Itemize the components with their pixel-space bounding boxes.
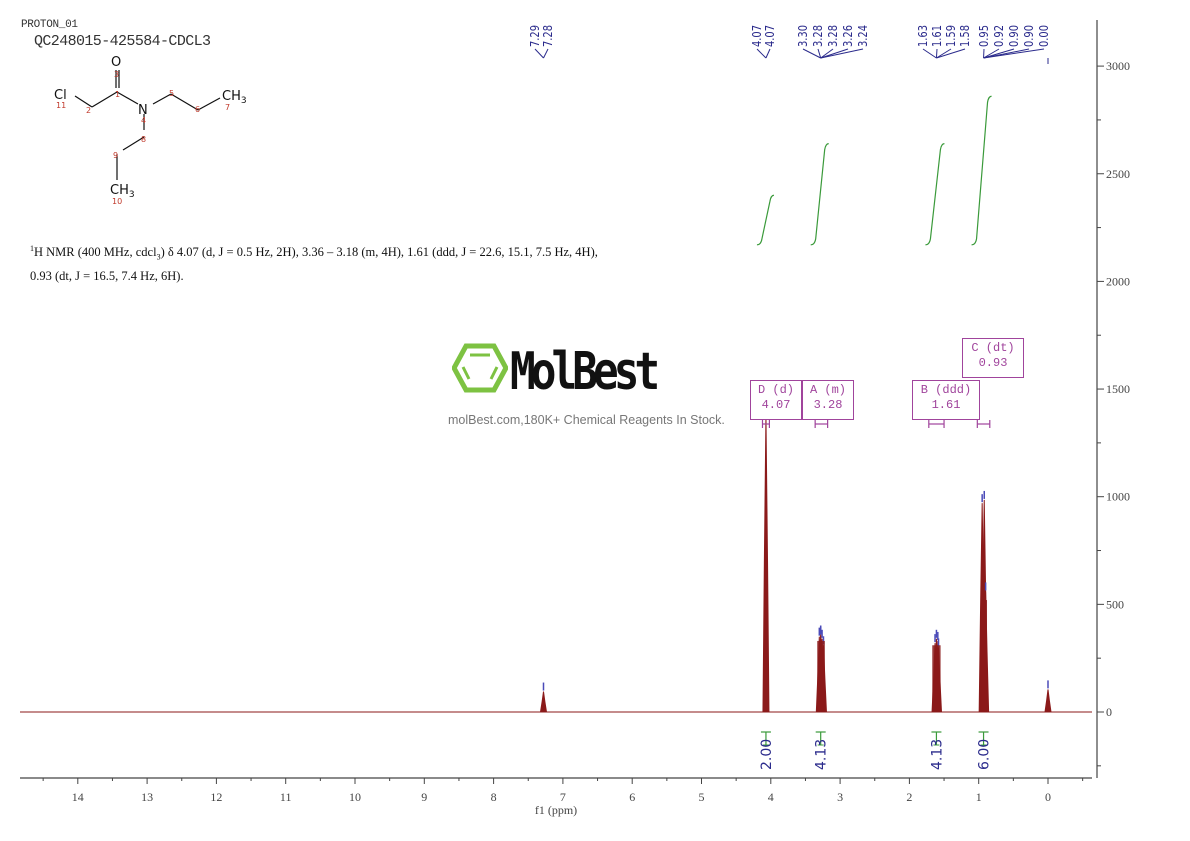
spectrum-peak <box>540 691 547 713</box>
x-tick-label: 4 <box>768 790 774 804</box>
multiplet-box-c: C (dt) 0.93 <box>962 338 1024 378</box>
x-tick-label: 5 <box>699 790 705 804</box>
atom-num-2: 2 <box>86 106 91 115</box>
atom-num-9: 9 <box>113 151 118 160</box>
peak-shift-label: 0.90 <box>1022 25 1036 47</box>
integral-curve <box>925 143 945 246</box>
peak-shift-label: 3.30 <box>796 25 810 47</box>
nmr-description: 1H NMR (400 MHz, cdcl3) δ 4.07 (d, J = 0… <box>30 244 598 283</box>
x-tick-label: 8 <box>491 790 497 804</box>
peak-shift-label: 0.00 <box>1037 25 1051 47</box>
integral-value: 2.00 <box>759 739 775 770</box>
integral-value: 4.13 <box>814 739 830 770</box>
peak-shift-label: 1.59 <box>944 25 958 47</box>
peak-labels: 7.29 7.28 4.07 4.07 3.30 3.28 3.28 3.26 3.24 1.63… <box>528 25 1051 64</box>
integral-labels: 2.00 4.13 4.13 6.00 <box>759 731 993 770</box>
molbest-brand: MolBest <box>510 342 660 402</box>
x-axis-title: f1 (ppm) <box>535 803 577 817</box>
atom-num-7: 7 <box>225 103 230 112</box>
peak-shift-label: 1.61 <box>930 25 944 47</box>
atom-num-1: 1 <box>115 90 120 99</box>
atom-num-6: 6 <box>195 105 200 114</box>
atom-num-11: 11 <box>56 101 66 110</box>
x-tick-label: 12 <box>210 790 222 804</box>
x-tick-label: 14 <box>72 790 84 804</box>
atom-num-8: 8 <box>141 135 146 144</box>
y-tick-label: 1500 <box>1106 382 1130 396</box>
sample-id-title: QC248015-425584-CDCL3 <box>34 33 211 50</box>
x-tick-label: 7 <box>560 790 566 804</box>
peak-shift-label: 0.95 <box>977 25 991 47</box>
x-tick-label: 3 <box>837 790 843 804</box>
molecule-structure: O Cl N CH3 CH3 3 11 2 1 4 5 6 7 8 9 10 <box>54 55 247 206</box>
peak-shift-label: 4.07 <box>750 25 764 47</box>
x-tick-label: 1 <box>976 790 982 804</box>
peak-shift-label: 1.63 <box>916 25 930 47</box>
peak-shift-label: 3.28 <box>826 25 840 47</box>
peak-shift-label: 0.90 <box>1007 25 1021 47</box>
atom-num-10: 10 <box>112 197 122 206</box>
integral-curve <box>971 95 992 246</box>
integral-value: 6.00 <box>977 739 993 770</box>
atom-N: N <box>138 103 148 118</box>
x-tick-label: 0 <box>1045 790 1051 804</box>
spectrum-peak <box>762 414 770 713</box>
spectrum-peak <box>1044 689 1052 713</box>
atom-num-4: 4 <box>141 116 146 125</box>
peak-shift-label: 3.24 <box>856 25 870 47</box>
integral-curve <box>810 143 829 246</box>
y-tick-label: 2000 <box>1106 274 1130 288</box>
x-tick-label: 2 <box>906 790 912 804</box>
molbest-logo-icon <box>452 343 508 393</box>
spectrum-trace <box>20 405 1092 713</box>
multiplet-box-d: D (d) 4.07 <box>750 380 802 420</box>
x-tick-label: 9 <box>421 790 427 804</box>
x-tick-label: 10 <box>349 790 361 804</box>
y-tick-label: 3000 <box>1106 59 1130 73</box>
peak-shift-label: 3.28 <box>811 25 825 47</box>
atom-num-5: 5 <box>169 89 174 98</box>
y-tick-label: 1000 <box>1106 490 1130 504</box>
peak-shift-label: 7.29 <box>528 25 542 47</box>
molbest-tagline: molBest.com,180K+ Chemical Reagents In S… <box>448 413 725 427</box>
multiplet-range-bars <box>761 420 991 428</box>
peak-shift-label: 1.58 <box>958 25 972 47</box>
x-tick-label: 11 <box>280 790 292 804</box>
multiplet-box-b: B (ddd) 1.61 <box>912 380 980 420</box>
peak-shift-label: 3.26 <box>841 25 855 47</box>
x-tick-label: 6 <box>629 790 635 804</box>
y-tick-label: 500 <box>1106 597 1124 611</box>
axes: 14 13 12 11 10 9 8 7 6 5 4 3 2 1 0f1 (ppm)050010001500… <box>20 20 1130 817</box>
multiplet-box-a: A (m) 3.28 <box>802 380 854 420</box>
atom-CH3-7: CH3 <box>222 89 247 106</box>
experiment-label: PROTON_01 <box>21 19 78 31</box>
integral-curve <box>756 194 775 246</box>
peak-shift-label: 0.92 <box>992 25 1006 47</box>
integral-curves <box>756 95 992 246</box>
peak-shift-label: 4.07 <box>763 25 777 47</box>
y-tick-label: 0 <box>1106 705 1112 719</box>
atom-CH3-10: CH3 <box>110 183 135 200</box>
integral-value: 4.13 <box>929 739 945 770</box>
y-tick-label: 2500 <box>1106 167 1130 181</box>
atom-Cl: Cl <box>54 88 67 103</box>
peak-shift-label: 7.28 <box>541 25 555 47</box>
atom-num-3: 3 <box>114 70 119 79</box>
atom-O: O <box>111 55 121 70</box>
x-tick-label: 13 <box>141 790 153 804</box>
